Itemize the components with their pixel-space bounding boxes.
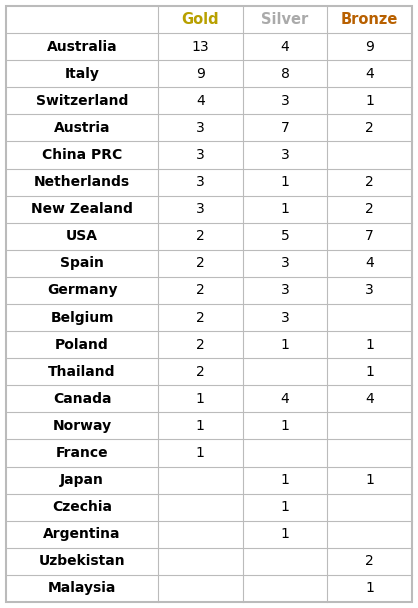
- Text: 1: 1: [196, 446, 205, 460]
- Text: 3: 3: [196, 202, 205, 216]
- Text: Argentina: Argentina: [43, 527, 121, 541]
- Text: Australia: Australia: [47, 40, 117, 54]
- Text: Czechia: Czechia: [52, 500, 112, 514]
- Text: 7: 7: [280, 121, 289, 135]
- Text: Switzerland: Switzerland: [36, 94, 128, 108]
- Text: 1: 1: [280, 473, 289, 487]
- Text: 1: 1: [280, 337, 289, 351]
- Text: Germany: Germany: [47, 283, 117, 297]
- Text: France: France: [56, 446, 108, 460]
- Text: Spain: Spain: [60, 257, 104, 271]
- Text: Poland: Poland: [55, 337, 109, 351]
- Text: Norway: Norway: [52, 419, 112, 433]
- Text: 3: 3: [196, 175, 205, 189]
- Text: Silver: Silver: [261, 12, 308, 27]
- Text: 2: 2: [196, 337, 205, 351]
- Text: 2: 2: [196, 365, 205, 379]
- Text: Malaysia: Malaysia: [48, 581, 116, 595]
- Text: 2: 2: [365, 202, 374, 216]
- Text: 4: 4: [365, 67, 374, 81]
- Text: Thailand: Thailand: [48, 365, 116, 379]
- Text: Austria: Austria: [54, 121, 110, 135]
- Text: 4: 4: [365, 392, 374, 406]
- Text: 2: 2: [365, 121, 374, 135]
- Text: 13: 13: [191, 40, 209, 54]
- Text: Japan: Japan: [60, 473, 104, 487]
- Text: 1: 1: [280, 527, 289, 541]
- Text: 3: 3: [280, 94, 289, 108]
- Text: 2: 2: [196, 257, 205, 271]
- Text: 9: 9: [365, 40, 374, 54]
- Text: 3: 3: [196, 121, 205, 135]
- Text: New Zealand: New Zealand: [31, 202, 133, 216]
- Text: 1: 1: [365, 473, 374, 487]
- Text: 1: 1: [280, 419, 289, 433]
- Text: 2: 2: [196, 283, 205, 297]
- Text: 2: 2: [196, 229, 205, 243]
- Text: Netherlands: Netherlands: [34, 175, 130, 189]
- Text: 2: 2: [365, 554, 374, 568]
- Text: 2: 2: [196, 311, 205, 325]
- Text: Canada: Canada: [53, 392, 111, 406]
- Text: 1: 1: [280, 500, 289, 514]
- Text: Italy: Italy: [64, 67, 99, 81]
- Text: 1: 1: [365, 94, 374, 108]
- Text: 7: 7: [365, 229, 374, 243]
- Text: 1: 1: [365, 365, 374, 379]
- Text: 4: 4: [280, 40, 289, 54]
- Text: 9: 9: [196, 67, 205, 81]
- Text: 1: 1: [365, 337, 374, 351]
- Text: 1: 1: [365, 581, 374, 595]
- Text: 3: 3: [365, 283, 374, 297]
- Text: 3: 3: [280, 148, 289, 162]
- Text: Bronze: Bronze: [341, 12, 398, 27]
- Text: USA: USA: [66, 229, 98, 243]
- Text: Uzbekistan: Uzbekistan: [39, 554, 125, 568]
- Text: Gold: Gold: [181, 12, 219, 27]
- Text: 3: 3: [280, 257, 289, 271]
- Text: 3: 3: [280, 283, 289, 297]
- Text: 3: 3: [280, 311, 289, 325]
- Text: 3: 3: [196, 148, 205, 162]
- Text: 1: 1: [280, 202, 289, 216]
- Text: 5: 5: [280, 229, 289, 243]
- Text: 1: 1: [196, 419, 205, 433]
- Text: 8: 8: [280, 67, 289, 81]
- Text: 1: 1: [280, 175, 289, 189]
- Text: China PRC: China PRC: [42, 148, 122, 162]
- Text: Belgium: Belgium: [50, 311, 114, 325]
- Text: 4: 4: [196, 94, 205, 108]
- Text: 4: 4: [280, 392, 289, 406]
- Text: 2: 2: [365, 175, 374, 189]
- Text: 1: 1: [196, 392, 205, 406]
- Text: 4: 4: [365, 257, 374, 271]
